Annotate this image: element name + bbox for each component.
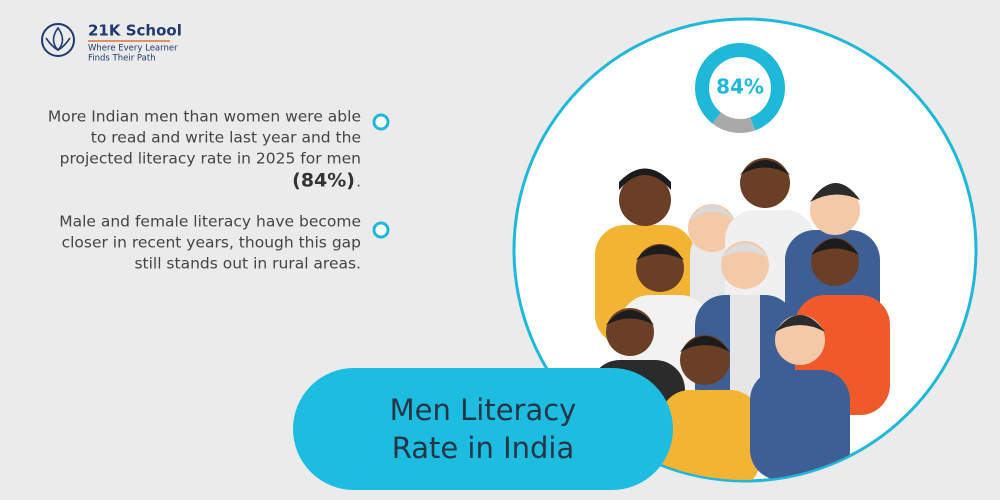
logo-tagline: Where Every Learner (88, 44, 178, 54)
bullet-line: projected literacy rate in 2025 for men (60, 150, 361, 168)
title-pill (293, 368, 673, 490)
logo-name: 21K School (88, 22, 182, 40)
bullet-line: More Indian men than women were able (48, 108, 361, 126)
title-line: Men Literacy (390, 393, 577, 427)
bullet-highlight: (84%) (292, 170, 355, 192)
logo-tagline: Finds Their Path (88, 54, 156, 64)
bullet-marker (372, 221, 390, 239)
bullet: More Indian men than women were able to … (48, 108, 390, 192)
donut-chart (695, 43, 785, 133)
title-line: Rate in India (392, 431, 575, 465)
bullet-line: closer in recent years, though this gap (62, 234, 361, 252)
donut-remainder (712, 112, 756, 133)
bullet-line: still stands out in rural areas. (134, 255, 361, 273)
bullet-end: . (356, 173, 361, 191)
bullet-line: Male and female literacy have become (59, 213, 361, 231)
donut-label: 84% (716, 75, 764, 99)
logo: 21K School Where Every Learner Finds The… (41, 22, 182, 64)
bullet-line: to read and write last year and the (91, 129, 361, 147)
bullet-marker (372, 113, 390, 131)
donut-value-arc (695, 43, 785, 131)
bullet: Male and female literacy have become clo… (59, 213, 390, 273)
